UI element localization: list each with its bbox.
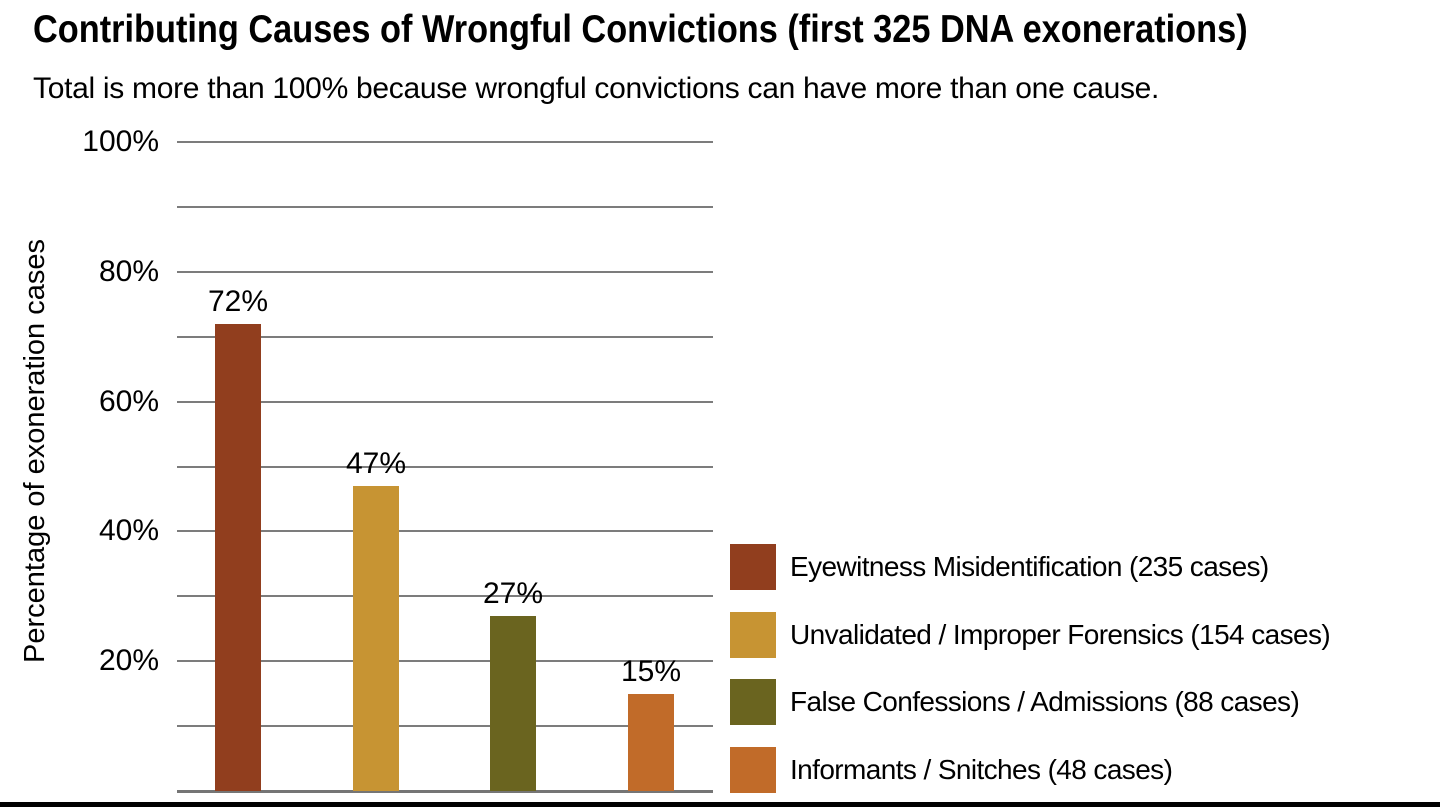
bar-value-label: 72% [207, 285, 269, 318]
y-tick-label: 60% [98, 385, 159, 418]
legend-item: False Confessions / Admissions (88 cases… [730, 679, 1300, 725]
y-tick-label: 20% [98, 644, 159, 677]
gridline [177, 466, 713, 468]
chart-title: Contributing Causes of Wrongful Convicti… [33, 8, 1248, 51]
y-tick-label: 40% [98, 514, 159, 547]
bar-4 [628, 694, 674, 791]
gridline [177, 595, 713, 597]
gridline [177, 401, 713, 403]
legend-swatch [730, 612, 776, 658]
gridline [177, 206, 713, 208]
gridline [177, 271, 713, 273]
gridline [177, 141, 713, 143]
legend-label: Unvalidated / Improper Forensics (154 ca… [790, 619, 1331, 650]
x-axis-baseline [177, 790, 713, 793]
legend-swatch [730, 679, 776, 725]
legend: Eyewitness Misidentification (235 cases)… [730, 544, 1430, 804]
y-tick-label: 80% [98, 255, 159, 288]
legend-label: Informants / Snitches (48 cases) [790, 754, 1173, 785]
gridline [177, 530, 713, 532]
bar-value-label: 27% [482, 577, 544, 610]
legend-item: Eyewitness Misidentification (235 cases) [730, 544, 1269, 590]
bottom-border-divider [0, 802, 1440, 807]
legend-swatch [730, 747, 776, 793]
chart-subtitle: Total is more than 100% because wrongful… [33, 72, 1160, 105]
bar-1 [215, 324, 261, 791]
gridline [177, 336, 713, 338]
gridline [177, 725, 713, 727]
legend-item: Informants / Snitches (48 cases) [730, 747, 1173, 793]
bar-value-label: 47% [345, 447, 407, 480]
bar-value-label: 15% [620, 655, 682, 688]
legend-label: Eyewitness Misidentification (235 cases) [790, 551, 1269, 582]
legend-swatch [730, 544, 776, 590]
legend-item: Unvalidated / Improper Forensics (154 ca… [730, 612, 1331, 658]
gridline [177, 660, 713, 662]
plot-area: 20% 40% 60% 80% 100% 72% 47% 27% 15% [82, 127, 713, 793]
bar-2 [353, 486, 399, 791]
bar-3 [490, 616, 536, 791]
legend-label: False Confessions / Admissions (88 cases… [790, 686, 1300, 717]
y-tick-label: 100% [82, 125, 159, 158]
